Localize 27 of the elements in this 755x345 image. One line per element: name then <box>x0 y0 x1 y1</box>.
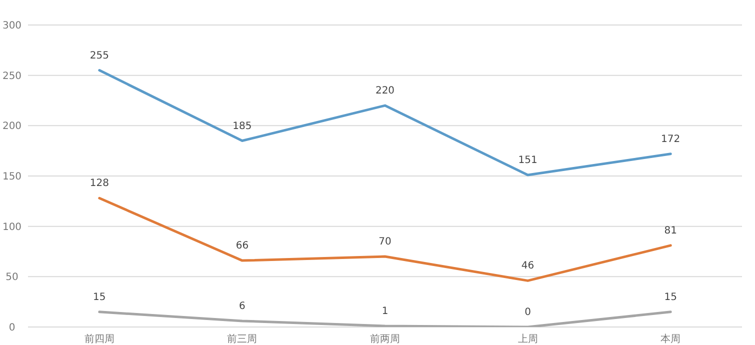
data-label: 1 <box>382 306 388 317</box>
y-tick-label: 150 <box>2 172 22 183</box>
y-tick-label: 0 <box>8 322 16 334</box>
x-tick-label: 前四周 <box>84 333 114 345</box>
data-label: 66 <box>236 240 249 252</box>
data-label: 15 <box>664 292 677 303</box>
data-label: 0 <box>524 307 531 318</box>
data-label: 172 <box>661 134 680 145</box>
data-label: 128 <box>90 178 109 190</box>
data-label: 15 <box>93 292 106 303</box>
x-tick-label: 本周 <box>660 333 681 345</box>
x-tick-label: 前三周 <box>227 333 258 345</box>
data-label: 185 <box>232 120 252 132</box>
data-label: 151 <box>518 154 538 166</box>
y-tick-label: 50 <box>6 272 18 284</box>
data-label: 255 <box>90 50 109 62</box>
x-tick-label: 前两周 <box>370 333 400 345</box>
y-tick-label: 300 <box>2 20 22 32</box>
y-tick-label: 100 <box>2 222 22 233</box>
data-label: 46 <box>521 260 534 272</box>
x-tick-label: 上周 <box>518 333 538 345</box>
y-tick-label: 250 <box>2 70 22 82</box>
data-label: 220 <box>375 86 395 97</box>
data-label: 6 <box>239 300 246 312</box>
data-label: 81 <box>664 225 677 236</box>
data-label: 70 <box>378 236 392 248</box>
y-tick-label: 200 <box>2 121 22 132</box>
